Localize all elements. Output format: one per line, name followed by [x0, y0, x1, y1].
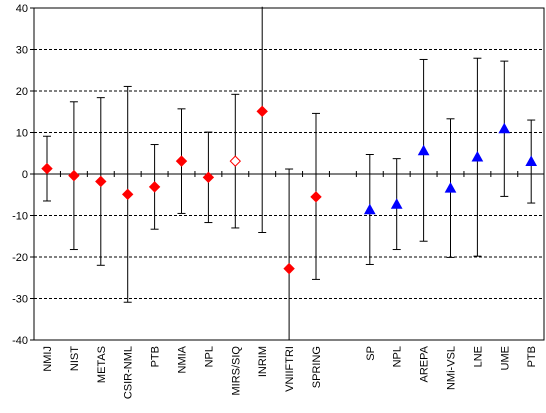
marker-layer [41, 105, 538, 275]
label-layer: -40 -30 -20 -10 0 10 20 30 40 NMIJ NIST METAS CSIR-N… [12, 3, 538, 399]
category-label: INRIM [257, 346, 269, 377]
data-point-diamond [175, 155, 188, 167]
data-point-diamond [148, 181, 161, 193]
y-tick-label: -20 [12, 252, 28, 264]
data-point-diamond [95, 175, 107, 188]
data-point-triangle [363, 203, 376, 215]
category-label: CSIR-NML [123, 346, 135, 399]
data-point-diamond [202, 171, 215, 184]
category-label: METAS [96, 346, 108, 383]
category-label: PTB [150, 346, 162, 367]
category-label: NMIA [177, 345, 189, 373]
data-point-triangle [444, 182, 457, 193]
data-point-diamond [310, 191, 322, 203]
y-tick-label: -10 [12, 211, 28, 223]
data-point-diamond [283, 262, 295, 275]
data-point-triangle [525, 155, 538, 167]
y-tick-label: 20 [16, 86, 28, 98]
category-label: VNIIFTRI [284, 346, 296, 392]
category-label: NIST [69, 346, 81, 371]
axis-layer [30, 7, 545, 341]
category-label: NMi-VSL [446, 346, 458, 390]
y-tick-label: 10 [16, 128, 28, 140]
category-label: SP [365, 346, 377, 361]
category-label: NPL [392, 346, 404, 367]
data-point-diamond [229, 155, 242, 167]
category-label: NPL [203, 346, 215, 367]
y-tick-label: -30 [12, 294, 28, 306]
data-point-diamond [256, 105, 268, 118]
category-label: SPRING [311, 346, 323, 388]
y-tick-label: 0 [22, 169, 28, 181]
data-point-diamond [41, 162, 53, 175]
category-label: NMIJ [42, 346, 54, 372]
y-tick-label: 30 [16, 45, 28, 57]
y-tick-label: 40 [16, 3, 28, 15]
category-label: LNE [472, 346, 484, 367]
data-point-triangle [498, 122, 511, 134]
data-point-triangle [417, 144, 430, 156]
category-label: AREPA [419, 345, 431, 382]
category-label: UME [499, 346, 511, 370]
category-label: PTB [526, 346, 538, 367]
data-point-triangle [471, 150, 484, 162]
data-point-triangle [390, 198, 403, 209]
category-label: MIRS/SIQ [230, 346, 242, 396]
data-point-diamond [121, 188, 134, 201]
errorbar-layer [43, 6, 536, 340]
data-point-diamond [68, 169, 80, 182]
y-tick-label: -40 [12, 335, 28, 347]
